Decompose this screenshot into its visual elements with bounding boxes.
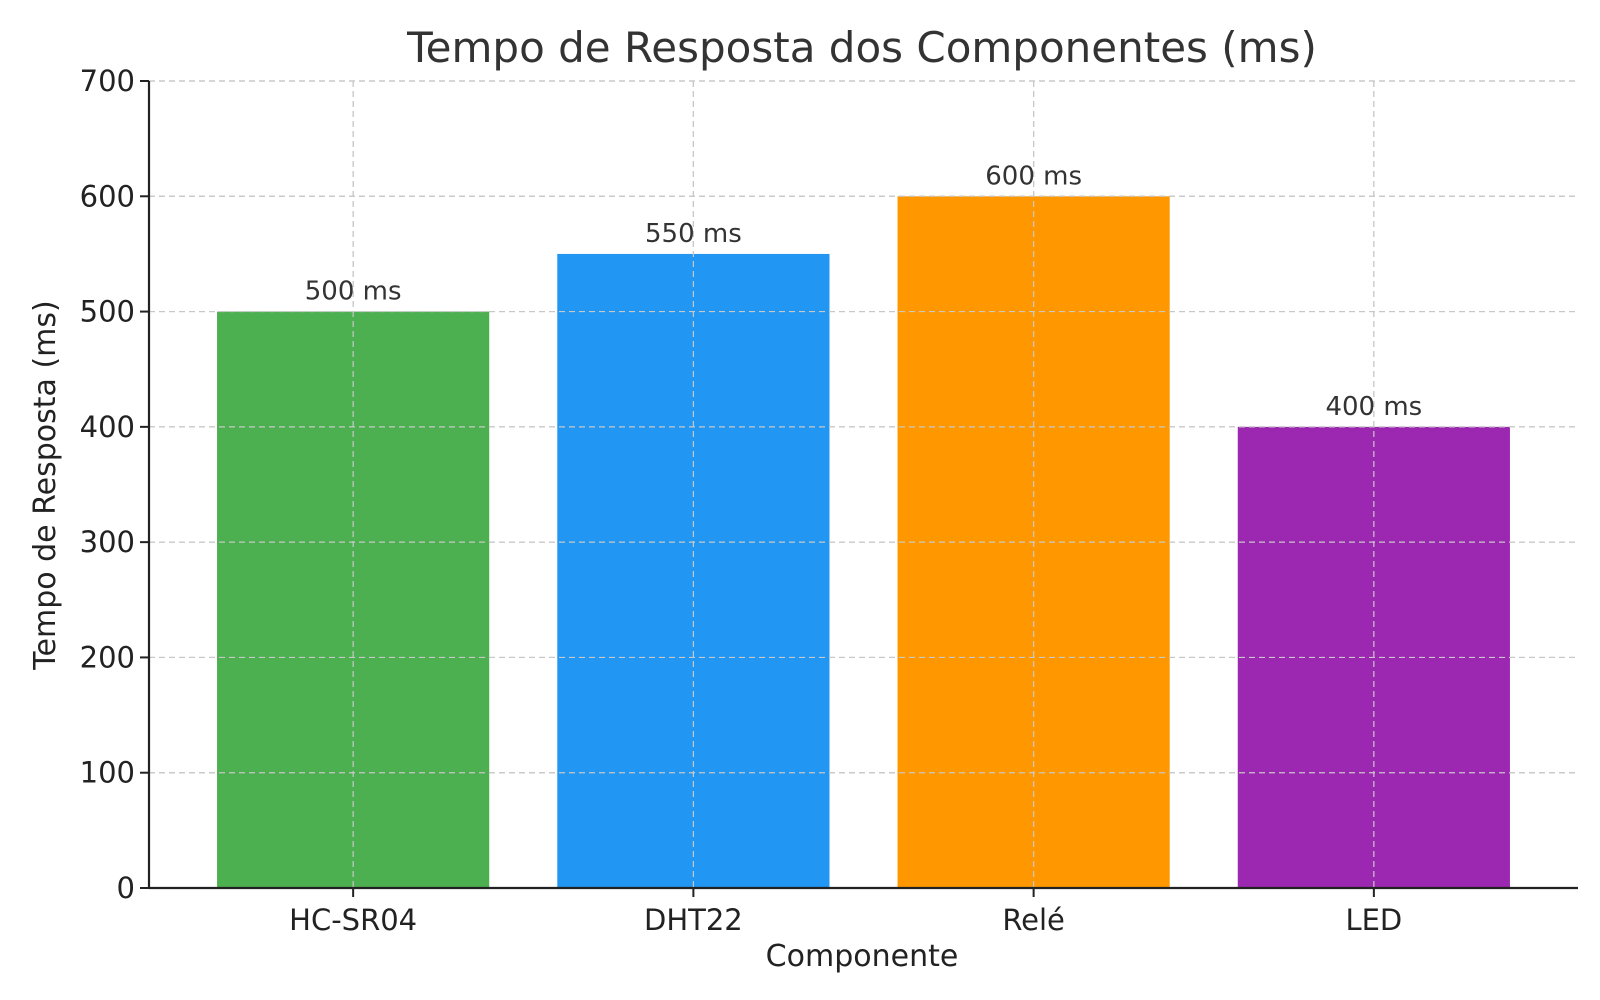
y-tick-label: 500	[80, 295, 135, 329]
axes	[147, 81, 1578, 890]
bar-value-label: 400 ms	[1325, 392, 1422, 422]
data-labels: 500 ms 550 ms 600 ms 400 ms	[305, 161, 1422, 422]
chart-title: Tempo de Resposta dos Componentes (ms)	[406, 23, 1317, 72]
bar-value-label: 550 ms	[645, 219, 742, 249]
y-tick-label: 300	[80, 525, 135, 559]
ticks: 0 100 200 300 400 500 600 700 HC-SR04 DHT22 Relé LE…	[80, 64, 1403, 937]
y-tick-label: 400	[80, 410, 135, 444]
y-tick-label: 0	[117, 871, 135, 905]
x-tick-label: LED	[1345, 903, 1402, 937]
y-tick-label: 100	[80, 756, 135, 790]
y-axis-label: Tempo de Resposta (ms)	[28, 300, 63, 670]
x-tick-label: Relé	[1002, 903, 1065, 937]
x-tick-label: HC-SR04	[289, 903, 417, 937]
y-tick-label: 200	[80, 640, 135, 674]
y-tick-label: 700	[80, 64, 135, 98]
y-tick-label: 600	[80, 179, 135, 213]
bar-value-label: 500 ms	[305, 277, 402, 307]
bar-value-label: 600 ms	[985, 161, 1082, 191]
x-axis-label: Componente	[766, 939, 959, 974]
x-tick-label: DHT22	[644, 903, 743, 937]
bars	[149, 80, 1578, 889]
